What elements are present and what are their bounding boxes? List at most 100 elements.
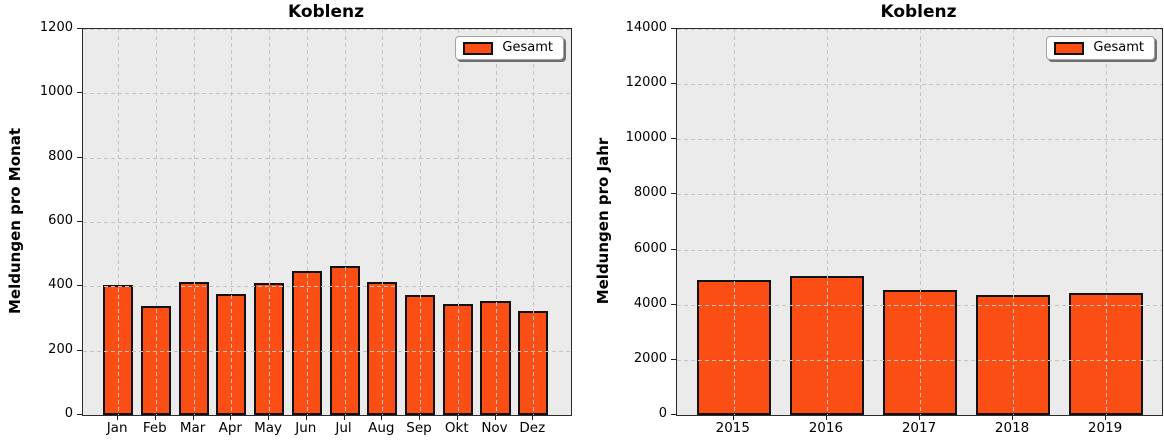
bar-feb	[140, 306, 171, 415]
h-gridline	[83, 93, 571, 95]
y-tick-mark	[671, 414, 676, 415]
h-gridline	[677, 304, 1162, 306]
x-tick-mark	[1012, 415, 1014, 420]
x-tick-label: Jun	[295, 420, 317, 436]
x-tick-label: May	[254, 420, 283, 436]
v-gridline	[826, 29, 828, 415]
x-tick-label: Feb	[142, 420, 167, 436]
x-tick-mark	[381, 415, 383, 420]
bar-nov	[480, 300, 511, 415]
legend: Gesamt	[455, 36, 564, 60]
h-gridline	[677, 359, 1162, 361]
plot-area: Gesamt	[676, 28, 1163, 416]
y-tick-label: 4000	[633, 295, 667, 311]
y-tick-mark	[77, 349, 82, 351]
bar-2015	[696, 280, 771, 415]
h-gridline	[677, 29, 1162, 30]
y-tick-mark	[671, 83, 676, 85]
y-tick-label: 6000	[633, 240, 667, 256]
bar-apr	[216, 293, 247, 415]
legend-label: Gesamt	[1093, 40, 1144, 55]
x-tick-label: Apr	[218, 420, 242, 436]
x-tick-label: Jul	[335, 420, 352, 436]
bar-2018	[975, 294, 1051, 415]
x-tick-mark	[825, 415, 827, 420]
y-tick-mark	[671, 138, 676, 140]
y-tick-mark	[671, 28, 676, 29]
yearly-chart: Koblenz Meldungen pro Jahr Gesamt 2015 20…	[582, 0, 1164, 442]
y-tick-label: 10000	[625, 130, 667, 146]
x-tick-mark	[268, 415, 270, 420]
y-tick-mark	[77, 221, 82, 222]
x-tick-mark	[532, 415, 534, 420]
chart-title: Koblenz	[287, 2, 365, 22]
y-tick-mark	[77, 285, 82, 287]
x-tick-label: Nov	[481, 420, 508, 436]
y-tick-mark	[77, 414, 82, 415]
h-gridline	[677, 139, 1162, 141]
monthly-chart: Koblenz Meldungen pro Monat Gesamt Jan Fe…	[6, 2, 572, 436]
bar-okt	[442, 304, 473, 415]
x-tick-mark	[1105, 415, 1107, 420]
y-tick-mark	[77, 28, 82, 29]
x-tick-label: Dez	[519, 420, 546, 436]
h-gridline	[83, 157, 571, 159]
bar-2017	[882, 289, 958, 415]
x-tick-mark	[154, 415, 156, 420]
x-tick-mark	[117, 415, 119, 420]
x-tick-label: 2017	[901, 420, 937, 436]
y-axis-label: Meldungen pro Jahr	[594, 137, 612, 305]
y-tick-label: 0	[658, 406, 667, 421]
x-tick-label: 2018	[994, 420, 1030, 436]
bar-dez	[518, 311, 549, 415]
x-tick-label: Okt	[444, 420, 469, 436]
y-tick-mark	[671, 248, 676, 250]
legend-swatch-icon	[463, 41, 494, 55]
h-gridline	[677, 249, 1162, 251]
y-tick-mark	[671, 193, 676, 195]
x-tick-label: Aug	[368, 420, 395, 436]
y-tick-label: 2000	[633, 350, 667, 366]
y-tick-label: 800	[48, 148, 73, 164]
y-tick-label: 200	[48, 341, 73, 357]
y-tick-mark	[77, 92, 82, 94]
bar-aug	[367, 281, 398, 415]
legend: Gesamt	[1046, 36, 1155, 60]
y-tick-mark	[671, 358, 676, 360]
x-tick-mark	[732, 415, 734, 420]
bar-jun	[291, 271, 322, 415]
h-gridline	[83, 350, 571, 352]
x-tick-mark	[305, 415, 307, 420]
x-tick-mark	[919, 415, 920, 420]
v-gridline	[920, 29, 921, 415]
plot-area: Gesamt	[82, 28, 572, 416]
x-tick-label: Sep	[406, 420, 432, 436]
y-tick-label: 600	[48, 213, 73, 228]
h-gridline	[677, 84, 1162, 86]
v-gridline	[733, 29, 735, 415]
y-tick-mark	[671, 303, 676, 305]
x-tick-mark	[494, 415, 496, 420]
y-tick-mark	[77, 156, 82, 158]
x-tick-label: Mar	[179, 420, 206, 436]
h-gridline	[83, 222, 571, 223]
y-tick-label: 12000	[625, 75, 667, 91]
h-gridline	[83, 286, 571, 288]
x-tick-label: 2016	[808, 420, 844, 436]
chart-title: Koblenz	[880, 2, 957, 22]
bar-2016	[789, 275, 865, 415]
x-tick-mark	[419, 415, 420, 420]
h-gridline	[83, 29, 571, 30]
h-gridline	[677, 194, 1162, 196]
y-tick-label: 400	[48, 277, 73, 293]
x-tick-label: Jan	[106, 420, 128, 436]
v-gridline	[1013, 29, 1015, 415]
y-tick-label: 8000	[633, 185, 667, 201]
x-tick-mark	[343, 415, 345, 420]
y-tick-label: 14000	[625, 20, 667, 35]
legend-label: Gesamt	[502, 40, 553, 55]
v-gridline	[1106, 29, 1108, 415]
x-tick-mark	[456, 415, 458, 420]
x-tick-mark	[230, 415, 232, 420]
